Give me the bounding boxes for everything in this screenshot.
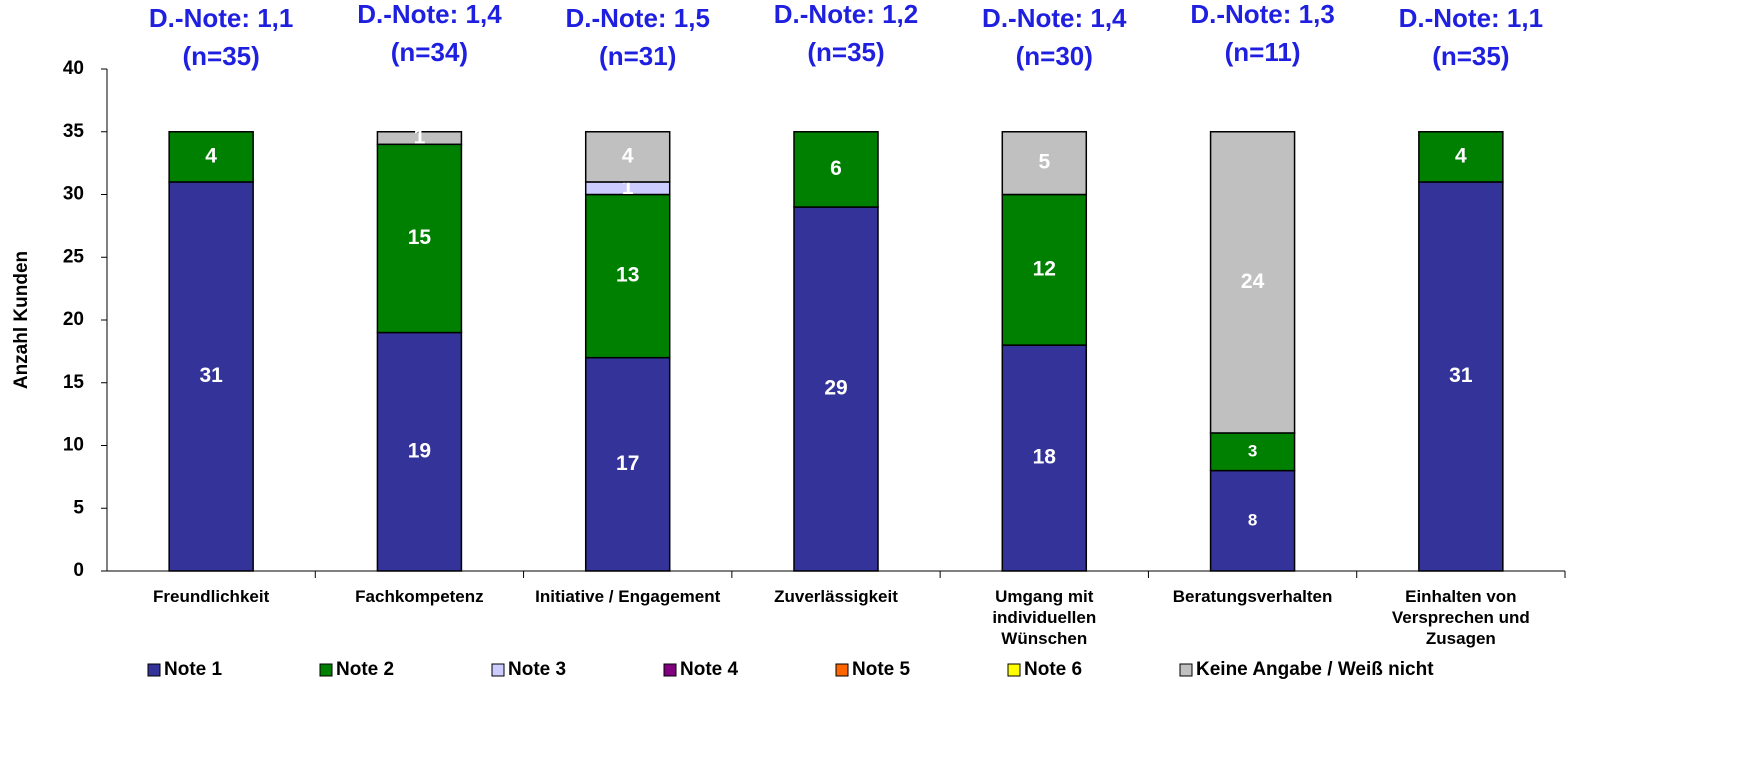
data-label: 17: [616, 452, 639, 475]
legend-swatch: [147, 663, 161, 677]
x-tick-label: Beratungsverhalten: [1172, 587, 1333, 606]
data-label: 3: [1248, 441, 1257, 460]
data-label: 29: [824, 377, 847, 400]
y-axis-label: Anzahl Kunden: [11, 251, 32, 389]
x-tick-label: Fachkompetenz: [355, 587, 484, 606]
bar-segment: [1001, 193, 1088, 346]
annotation: (n=11): [1225, 37, 1301, 67]
legend-swatch: [663, 663, 677, 677]
legend-label: Note 3: [508, 659, 566, 680]
legend-label: Note 4: [680, 659, 739, 680]
bar-segment: [793, 131, 879, 208]
data-label: 4: [205, 144, 217, 167]
bar-segment: [584, 193, 671, 359]
annotation: D.-Note: 1,1: [149, 3, 293, 33]
legend-swatch: [491, 663, 505, 677]
bar-segment: [1001, 131, 1088, 196]
y-tick-label: 10: [63, 435, 84, 456]
legend-swatch: [319, 663, 333, 677]
annotation: D.-Note: 1,4: [982, 3, 1127, 33]
data-label: 24: [1241, 270, 1265, 293]
bar-segment: [1418, 131, 1504, 183]
annotation: (n=31): [599, 41, 676, 71]
data-label: 8: [1248, 510, 1257, 529]
annotation: D.-Note: 1,1: [1399, 3, 1543, 33]
data-label: 18: [1033, 446, 1057, 469]
x-tick-label: Freundlichkeit: [153, 587, 270, 606]
legend-swatch: [1179, 663, 1193, 677]
annotation: (n=35): [1432, 41, 1509, 71]
data-label: 6: [830, 157, 842, 180]
annotation: D.-Note: 1,4: [357, 0, 502, 29]
data-label: 31: [1449, 364, 1473, 387]
legend-label: Note 2: [336, 659, 394, 680]
legend-label: Note 1: [164, 659, 223, 680]
annotation: D.-Note: 1,5: [565, 3, 709, 33]
bar-segment: [584, 131, 671, 183]
annotation: D.-Note: 1,2: [774, 0, 918, 29]
bar-segment: [376, 331, 463, 572]
legend-label: Note 5: [852, 659, 911, 680]
legend-label: Note 6: [1024, 659, 1082, 680]
legend-swatch: [1007, 663, 1021, 677]
y-tick-label: 5: [73, 497, 84, 518]
data-label: 31: [199, 364, 223, 387]
bar-segment: [1418, 181, 1504, 572]
annotation: (n=30): [1016, 41, 1093, 71]
annotation: (n=35): [182, 41, 259, 71]
data-label: 19: [408, 439, 431, 462]
data-label: 4: [622, 144, 634, 167]
data-label: 5: [1038, 151, 1050, 174]
y-tick-label: 35: [63, 121, 85, 142]
y-tick-label: 15: [63, 372, 85, 393]
bar-segment: [168, 131, 254, 183]
annotation: D.-Note: 1,3: [1190, 0, 1334, 29]
bar-segment: [1209, 131, 1296, 434]
x-tick-label: Initiative / Engagement: [535, 587, 721, 606]
bar-segment: [584, 356, 671, 572]
data-label: 1: [414, 126, 426, 149]
data-label: 13: [616, 264, 639, 287]
x-tick-label: Umgang mit individuellen Wünschen: [992, 587, 1097, 648]
y-tick-label: 40: [63, 58, 84, 79]
bar-segment: [376, 143, 463, 334]
x-tick-label: Zuverlässigkeit: [774, 587, 898, 606]
y-tick-label: 20: [63, 309, 84, 330]
data-label: 12: [1033, 257, 1056, 280]
bar-segment: [168, 181, 254, 572]
x-tick-label: Einhalten von Versprechen und Zusagen: [1391, 587, 1530, 648]
y-tick-label: 25: [63, 246, 85, 267]
bar-segment: [1209, 469, 1296, 572]
legend-label: Keine Angabe / Weiß nicht: [1196, 659, 1434, 680]
bar-segment: [376, 131, 463, 146]
data-label: 15: [408, 226, 432, 249]
y-tick-label: 0: [73, 560, 84, 581]
bar-segment: [793, 206, 879, 572]
annotation: (n=35): [807, 37, 884, 67]
y-tick-label: 30: [63, 184, 84, 205]
bar-segment: [1001, 344, 1088, 572]
data-label: 4: [1455, 144, 1467, 167]
annotation: (n=34): [391, 37, 468, 67]
legend-swatch: [835, 663, 849, 677]
